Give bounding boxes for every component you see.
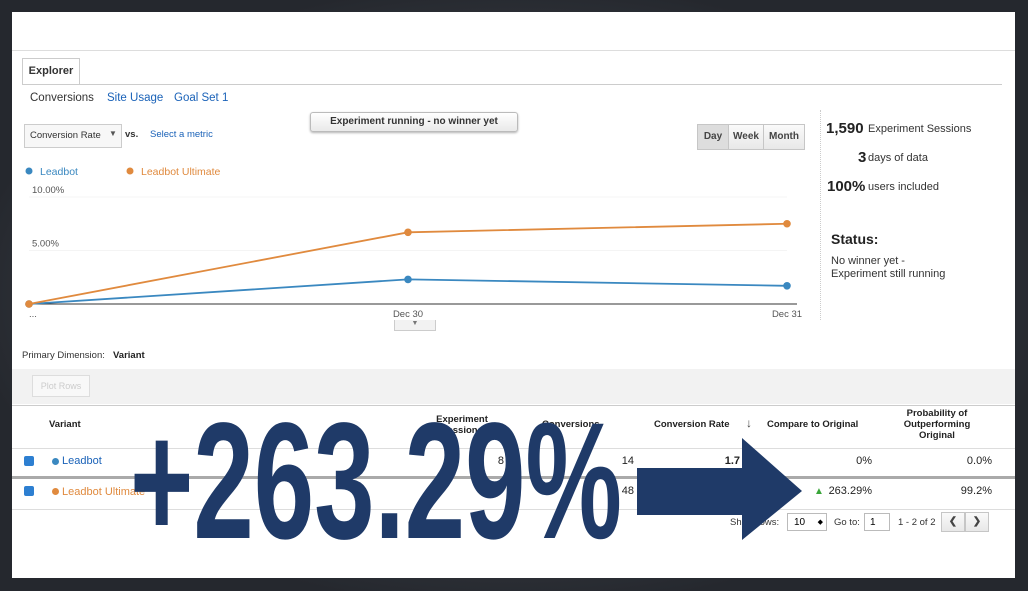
dropdown-label: Conversion Rate (30, 130, 101, 141)
y-tick-label: 10.00% (32, 185, 65, 196)
cell: 0.0% (966, 455, 992, 467)
summary-value: 100% (827, 178, 866, 195)
arrow (637, 438, 802, 540)
series-dot (52, 488, 59, 495)
next-button[interactable]: ❯ (965, 512, 989, 532)
column-header: Experiment Sessions (436, 414, 488, 436)
data-point (783, 282, 791, 290)
x-tick-label: Dec 31 (772, 309, 802, 320)
legend-label: Leadbot Ultimate (141, 166, 221, 178)
legend-dot (126, 167, 134, 175)
table-header (12, 405, 1015, 449)
summary-value: 3 (858, 149, 867, 166)
status-tooltip: Experiment running - no winner yet (310, 112, 518, 132)
y-tick-label: 5.00% (32, 239, 59, 250)
row-separator (12, 476, 1015, 479)
headline: +263.29% (130, 389, 622, 574)
data-point (25, 300, 33, 308)
checkbox[interactable] (24, 486, 34, 496)
legend-label: Leadbot (40, 166, 78, 178)
vs-label: vs. (125, 129, 139, 140)
rows-select[interactable]: 10 ◆ (787, 513, 827, 531)
summary-label: Experiment Sessions (868, 123, 972, 135)
period-button[interactable]: Day (697, 124, 729, 150)
summary-label: days of data (868, 152, 928, 164)
row-separator (12, 509, 1015, 510)
cell: 8 (497, 455, 504, 467)
rows-value: 10 (794, 517, 806, 528)
legend-dot (25, 167, 33, 175)
cell: 48 (621, 485, 634, 497)
period-button[interactable]: Week (728, 124, 764, 150)
status-title: Status: (831, 231, 879, 247)
column-header: Variant (49, 419, 81, 430)
cell: 14 (621, 455, 634, 467)
series-dot (52, 458, 59, 465)
chart: 5.00% 10.00%... Dec 30 Dec 31 Leadbot Leadbot… (25, 166, 802, 320)
column-header: Probability of Outperforming Original (903, 408, 971, 441)
cell: 1.7 (724, 455, 740, 467)
page-range: 1 - 2 of 2 (898, 517, 936, 528)
summary-value: 1,590 (826, 120, 864, 137)
checkbox[interactable] (24, 456, 34, 466)
prev-button[interactable]: ❮ (941, 512, 965, 532)
cell: 263.29% (828, 485, 872, 497)
cell: 99.2% (960, 485, 992, 497)
data-point (404, 275, 412, 284)
x-tick-label: ... (29, 309, 37, 320)
chart-toggle[interactable]: ▼ (394, 320, 436, 331)
column-header: Conversions (542, 419, 600, 430)
cell: 0% (856, 455, 872, 467)
data-point (783, 219, 791, 228)
column-header: Compare to Original (767, 419, 859, 430)
separator (820, 110, 821, 320)
status-text: No winner yet - Experiment still running (831, 255, 946, 280)
subtab[interactable]: Site Usage (107, 92, 164, 104)
up-arrow-icon: ▲ (814, 486, 824, 497)
subtab[interactable]: Goal Set 1 (174, 92, 229, 104)
sort-icon[interactable]: ↓ (746, 416, 752, 430)
select-metric-link[interactable]: Select a metric (150, 129, 213, 140)
primary-dimension-label: Primary Dimension: (22, 350, 105, 361)
subtab[interactable]: Conversions (30, 92, 94, 104)
variant-name[interactable]: Leadbot (62, 455, 102, 467)
column-header: Conversion Rate (654, 419, 730, 430)
metric-dropdown[interactable]: Conversion Rate ▼ (24, 124, 122, 148)
plot-rows-button[interactable]: Plot Rows (32, 375, 90, 397)
tab-explorer[interactable]: Explorer (22, 58, 80, 85)
page-input[interactable]: 1 (864, 513, 890, 531)
toolbar (12, 369, 1015, 404)
analytics-panel: Explorer Conversions Site Usage Goal Set… (12, 12, 1015, 578)
x-tick-label: Dec 30 (393, 309, 423, 320)
data-point (404, 228, 412, 237)
summary-label: users included (868, 181, 939, 193)
period-button[interactable]: Month (763, 124, 805, 150)
divider (12, 50, 1015, 51)
dropdown-caret: ▼ (109, 129, 117, 138)
variant-name[interactable]: Leadbot Ultimate (62, 486, 146, 498)
tab-line (22, 84, 1002, 85)
goto-label: Go to: (834, 517, 860, 528)
primary-dimension-value: Variant (113, 350, 145, 361)
